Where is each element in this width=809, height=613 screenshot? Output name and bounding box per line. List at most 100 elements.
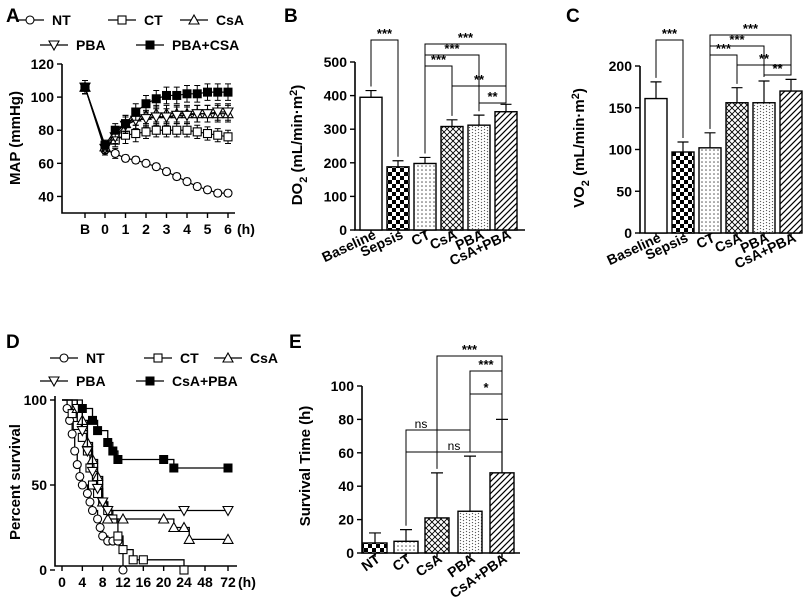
data-point [80, 82, 90, 92]
significance-label: ns [415, 417, 428, 431]
x-tick-label: 4 [78, 574, 86, 590]
legend-marker [145, 40, 155, 50]
data-point [108, 446, 118, 456]
data-point [181, 110, 193, 122]
y-tick-label: 300 [324, 121, 348, 137]
legend-label: PBA [76, 37, 106, 53]
bar-CT [698, 147, 722, 234]
bar-NT [362, 542, 388, 554]
data-point [162, 90, 171, 100]
legend-marker [222, 351, 234, 363]
data-point [179, 565, 189, 575]
significance-label: ** [474, 72, 485, 87]
data-point [150, 112, 163, 124]
y-axis-label-part: 2 [288, 90, 300, 96]
y-tick-label: 200 [609, 58, 633, 74]
data-point [131, 107, 141, 117]
y-tick-label: 200 [324, 155, 348, 171]
data-point [101, 505, 114, 517]
y-tick-label: 100 [24, 392, 48, 408]
y-tick-label: 120 [31, 56, 55, 72]
data-point [151, 162, 161, 172]
legend-marker [145, 376, 155, 386]
significance-bracket [736, 64, 792, 84]
bar-CsA [725, 102, 749, 234]
data-point [151, 94, 161, 104]
y-tick-label: 60 [38, 155, 54, 171]
y-axis-label-part: ) [289, 85, 306, 90]
data-point [201, 109, 214, 120]
data-point [81, 446, 94, 458]
error-bar [731, 87, 743, 103]
bar-CT [393, 540, 419, 554]
y-tick-label: 0 [39, 562, 47, 578]
data-point [213, 188, 223, 198]
data-point [192, 181, 202, 192]
significance-label: *** [729, 32, 745, 47]
x-tick-label: 20 [156, 574, 172, 590]
data-point [82, 488, 92, 499]
data-point [76, 426, 89, 437]
legend-marker [48, 40, 60, 52]
data-point [118, 545, 128, 555]
data-point [128, 555, 138, 565]
data-point [172, 172, 182, 182]
significance-bracket [370, 39, 399, 157]
y-axis-label: Percent survival [7, 424, 24, 540]
significance-label: *** [462, 342, 478, 357]
error-bar [446, 119, 458, 127]
legend-marker [48, 376, 60, 388]
data-point [161, 167, 172, 177]
x-tick-label: 0 [101, 221, 109, 237]
y-tick-label: 100 [609, 142, 633, 158]
axis-lines [61, 64, 235, 214]
significance-label: *** [662, 26, 678, 41]
error-bar [365, 89, 377, 98]
significance-bracket [655, 39, 684, 138]
data-point [95, 522, 105, 533]
data-point [113, 455, 123, 464]
panel-label: E [289, 332, 302, 353]
x-tick-label: 0 [58, 574, 66, 590]
data-point [213, 130, 223, 140]
y-tick-label: 100 [331, 378, 355, 394]
y-axis-label-part: ) [571, 88, 588, 93]
legend-marker [117, 15, 127, 25]
data-point [182, 89, 192, 99]
significance-bracket [478, 100, 507, 112]
data-point [91, 483, 104, 495]
axis-lines [54, 396, 237, 567]
y-axis-label-part: DO [289, 182, 306, 205]
bar-CT [413, 162, 437, 231]
significance-label: ** [759, 51, 770, 66]
y-tick-label: 20 [338, 512, 354, 528]
legend-item-NT: NT [50, 350, 105, 366]
y-tick-label: 50 [31, 477, 47, 493]
data-point [67, 409, 77, 419]
data-point [93, 426, 103, 436]
legend-label: CsA+PBA [172, 373, 238, 389]
data-point [223, 87, 233, 97]
significance-label: *** [377, 26, 393, 41]
y-tick-label: 0 [624, 225, 632, 241]
legend-label: CsA [216, 12, 244, 28]
data-point [178, 521, 190, 533]
y-tick-label: 150 [609, 100, 633, 116]
y-axis-label: MAP (mmHg) [7, 91, 24, 185]
legend-label: CsA [250, 350, 278, 366]
data-point [182, 176, 192, 187]
data-point [70, 446, 80, 456]
data-point [77, 480, 87, 490]
legend-label: CT [144, 12, 163, 28]
data-point [213, 87, 223, 97]
y-tick-label: 100 [324, 188, 348, 204]
data-point [183, 533, 196, 544]
data-point [86, 466, 99, 478]
x-unit: (h) [237, 221, 255, 237]
error-bar [369, 532, 381, 543]
data-point [211, 107, 224, 119]
y-tick-label: 40 [38, 188, 54, 204]
